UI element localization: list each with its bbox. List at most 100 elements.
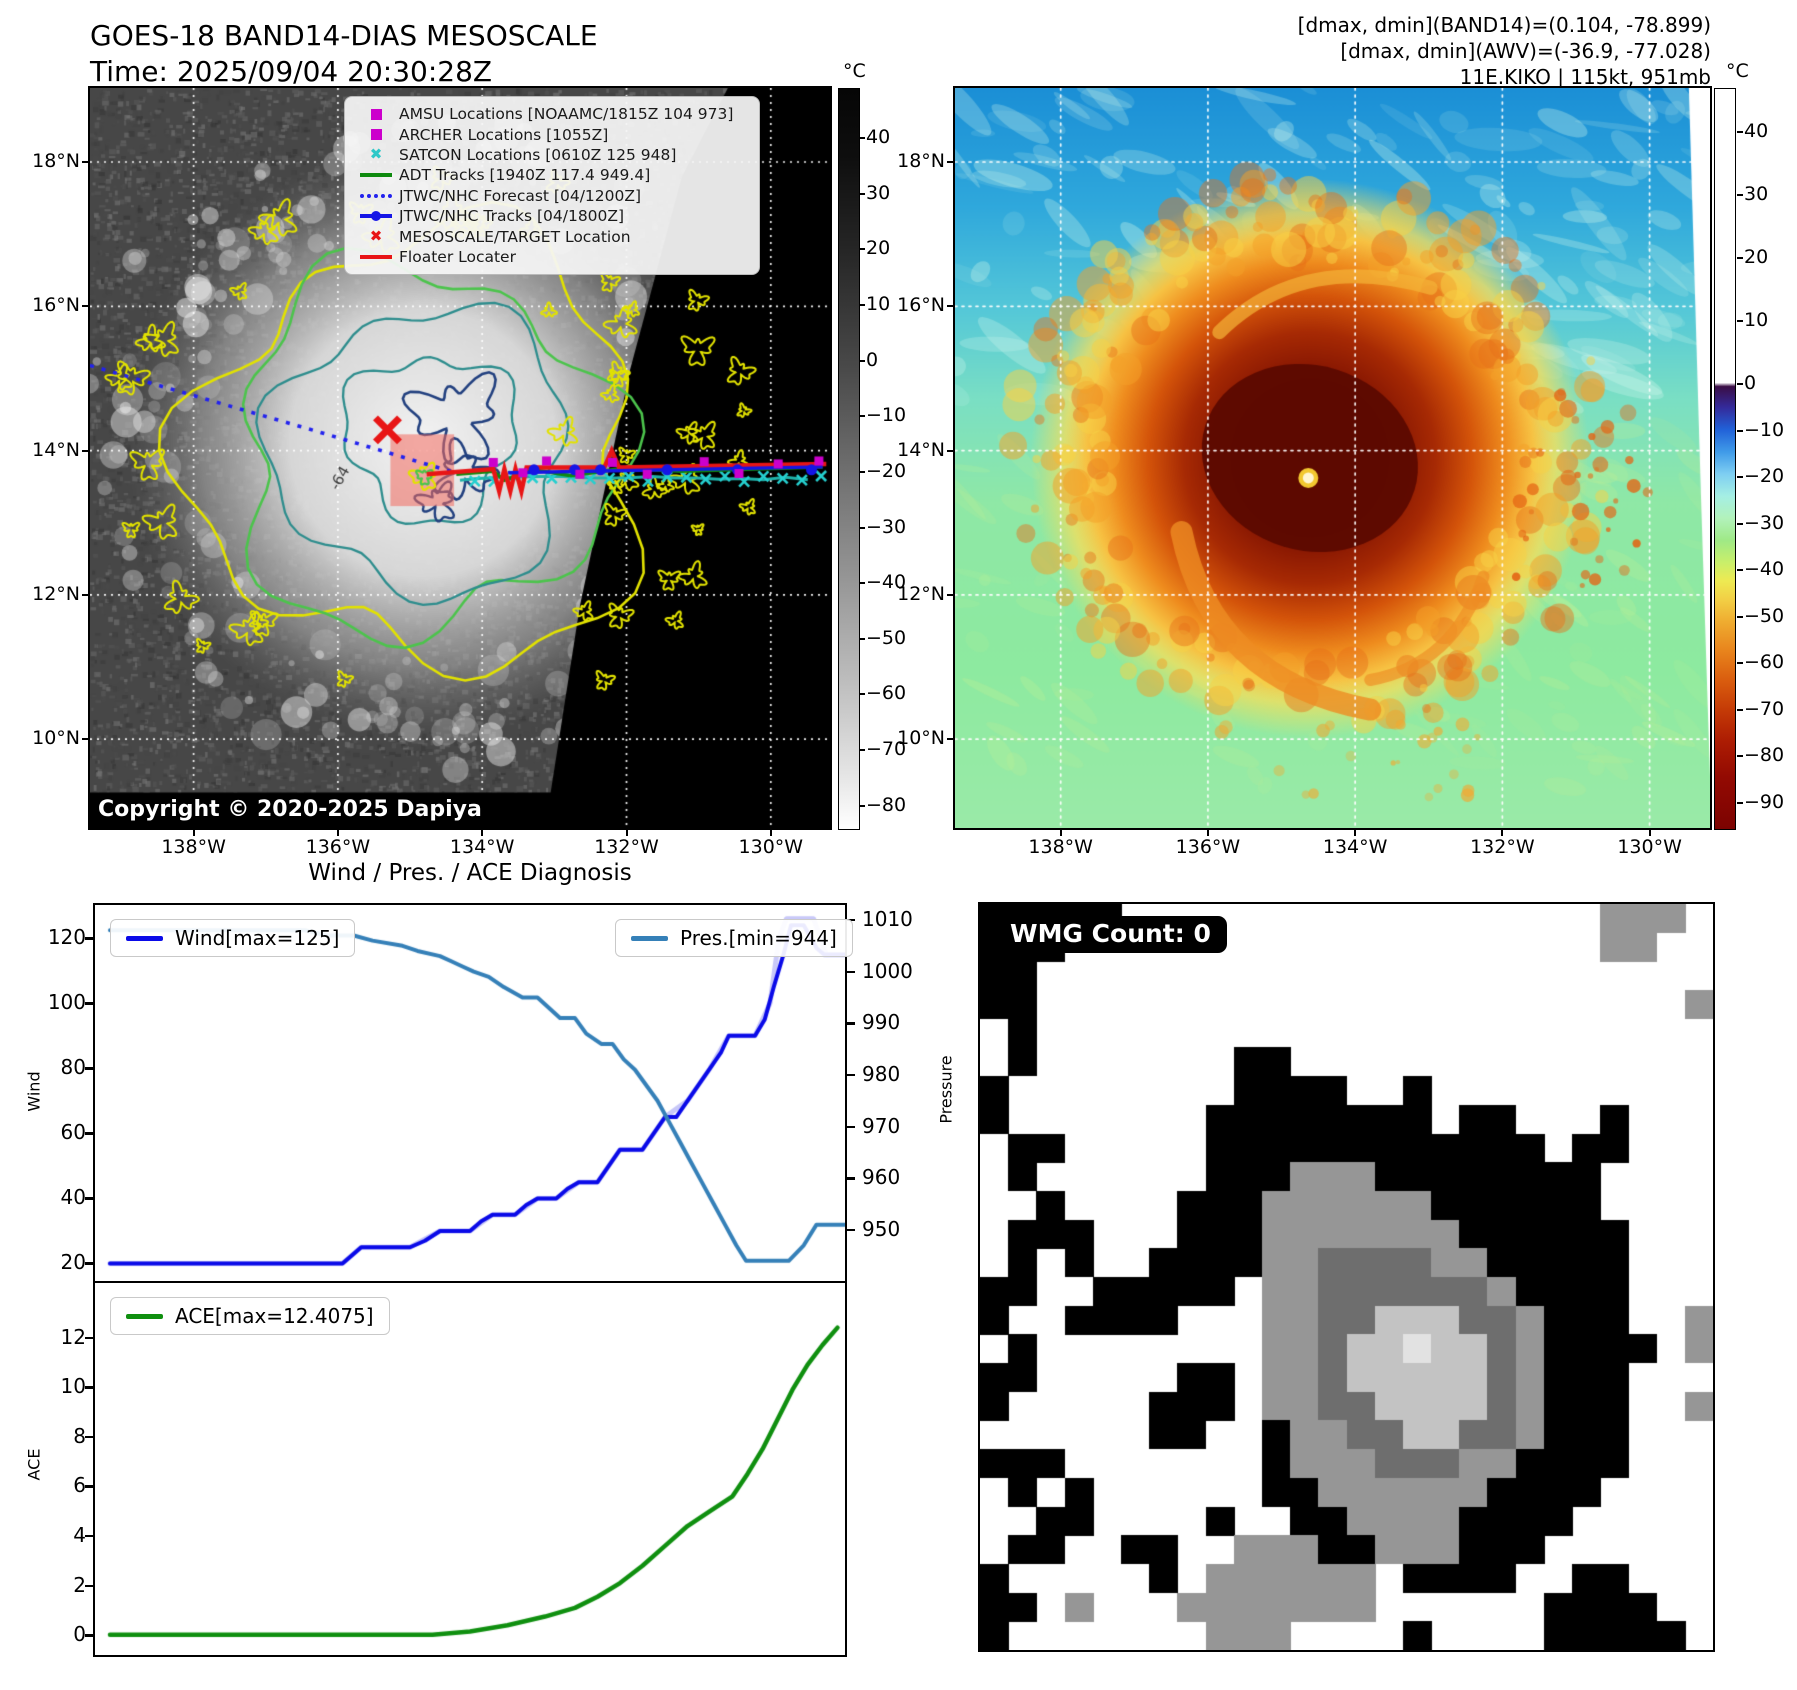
line-legend-icon [353,254,399,259]
band14-colorbar-tick: −10 [866,404,907,427]
pressure-legend-swatch [631,935,668,941]
dmax-dmin-band14: [dmax, dmin](BAND14)=(0.104, -78.899) [1297,13,1711,37]
awv-lat-tick: 14°N [897,438,945,461]
awv-colorbar-tick: 20 [1744,246,1769,269]
band14-colorbar-tickmark [859,303,865,306]
wind-y-tickmark [85,1067,93,1070]
pressure-legend: Pres.[min=944] [615,919,853,957]
awv-lat-tick: 18°N [897,150,945,172]
awv-lat-tickmark [947,593,955,596]
dmax-dmin-awv: [dmax, dmin](AWV)=(-36.9, -77.028) [1340,39,1711,63]
x-legend-icon: ✖ [353,229,399,244]
legend-item: JTWC/NHC Tracks [04/1800Z] [353,206,749,226]
wind-legend: Wind[max=125] [110,919,356,957]
awv-colorbar-tickmark [1737,708,1743,711]
legend-item: ARCHER Locations [1055Z] [353,124,749,144]
awv-colorbar-unit: °C [1726,60,1749,82]
awv-colorbar-tickmark [1737,383,1743,385]
awv-colorbar-tickmark [1737,615,1743,618]
awv-colorbar-tick: −20 [1744,465,1785,488]
band14-lon-tick: 132°W [594,836,659,858]
awv-colorbar-tickmark [1737,429,1743,432]
awv-colorbar-tickmark [1737,476,1743,479]
legend-item: JTWC/NHC Forecast [04/1200Z] [353,186,749,206]
band14-lat-tickmark [82,593,90,596]
band14-lat-tickmark [82,738,90,741]
awv-colorbar-tickmark [1737,522,1743,525]
band14-colorbar-tickmark [859,248,865,251]
band14-lat-tickmark [82,449,90,452]
legend-item-label: JTWC/NHC Tracks [04/1800Z] [399,207,625,226]
awv-colorbar-tickmark [1737,131,1743,134]
wind-y-tickmark [85,1132,93,1135]
awv-lon-tick: 136°W [1175,836,1241,858]
band14-colorbar-tickmark [859,582,865,585]
awv-map-panel [953,86,1712,830]
awv-lon-tick: 130°W [1617,836,1682,858]
pressure-y-tickmark [847,1125,855,1129]
awv-lon-tickmark [1501,828,1504,836]
band14-colorbar-tickmark [859,749,865,752]
awv-colorbar-tick: 10 [1744,309,1769,332]
awv-lon-tickmark [1206,828,1209,836]
ace-y-tickmark [85,1386,93,1389]
ace-y-tickmark [85,1485,93,1488]
awv-lat-tickmark [947,449,955,452]
pressure-y-tickmark [847,970,855,974]
awv-lat-tick: 10°N [897,727,945,750]
awv-colorbar [1714,88,1736,830]
band14-lon-tick: 136°W [305,836,371,858]
wind-y-tickmark [85,1197,93,1200]
legend-item: ADT Tracks [1940Z 117.4 949.4] [353,165,749,185]
wmg-pixel-image [980,904,1713,1650]
band14-colorbar-tick: 20 [866,237,891,260]
awv-colorbar-tickmark [1737,257,1743,260]
ace-y-tick: 4 [73,1522,86,1547]
legend-item-label: SATCON Locations [0610Z 125 948] [399,145,677,164]
awv-colorbar-tickmark [1737,569,1743,572]
ace-legend-swatch [126,1313,163,1319]
band14-lon-tickmark [336,828,339,836]
pressure-y-tickmark [847,1177,855,1180]
square-glyph [370,108,382,120]
ace-y-tick: 10 [60,1374,86,1399]
wind-pressure-plot-area [95,905,845,1283]
band14-colorbar-tickmark [859,359,865,362]
line-dot-glyph [360,211,392,222]
band14-lon-tick: 134°W [449,836,515,858]
ace-chart [93,1281,847,1657]
legend-item-label: JTWC/NHC Forecast [04/1200Z] [399,186,642,205]
pressure-y-tick: 950 [862,1216,901,1241]
wind-y-tickmark [85,1002,93,1005]
legend-item-label: Floater Locater [399,247,516,266]
wind-y-tick: 60 [60,1120,86,1145]
band14-colorbar-tick: −30 [866,515,907,538]
band14-lon-tickmark [481,828,484,836]
square-glyph [370,129,382,141]
wind-pressure-chart [93,903,847,1285]
wind-y-tick: 120 [47,925,86,950]
ace-y-tickmark [85,1634,93,1637]
awv-lat-tickmark [947,305,955,308]
awv-lon-tickmark [1059,828,1062,836]
awv-colorbar-tickmark [1737,194,1743,197]
copyright-badge: Copyright © 2020-2025 Dapiya [92,794,494,827]
wind-y-tick: 20 [60,1250,86,1275]
awv-colorbar-tick: 40 [1744,120,1769,143]
band14-colorbar-tick: 40 [866,126,891,149]
awv-lon-tickmark [1354,828,1357,836]
line-glyph [360,173,392,178]
awv-colorbar-tickmark [1737,320,1743,323]
band14-colorbar-tickmark [859,637,865,640]
line-dot-legend-icon [353,211,399,222]
band14-colorbar-tick: −80 [866,793,907,816]
band14-colorbar-tick: 10 [866,292,891,315]
legend-item: ✖ SATCON Locations [0610Z 125 948] [353,145,749,165]
square-legend-icon [353,129,399,141]
awv-colorbar-tick: −60 [1744,651,1785,674]
pressure-y-tick: 1000 [862,958,913,983]
band14-colorbar-tickmark [859,526,865,529]
band14-colorbar-tickmark [859,137,865,140]
wind-legend-label: Wind[max=125] [175,926,340,950]
wmg-count-badge: WMG Count: 0 [994,916,1227,953]
